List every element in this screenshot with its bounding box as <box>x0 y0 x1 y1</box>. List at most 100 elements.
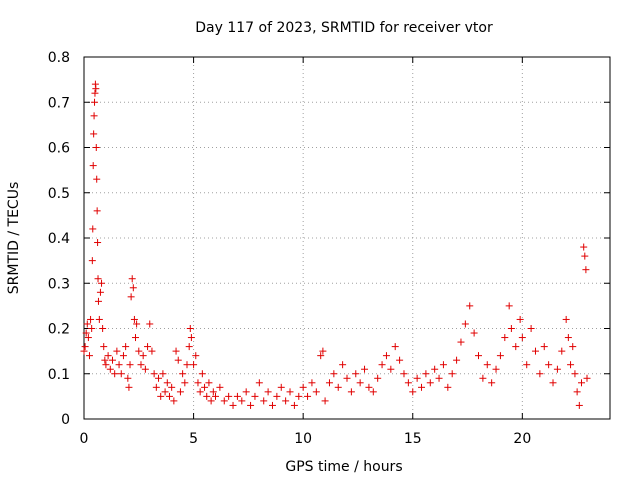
data-point <box>238 397 246 405</box>
data-point <box>321 397 329 405</box>
data-point <box>564 334 572 342</box>
data-point <box>170 397 178 405</box>
data-point <box>527 325 535 332</box>
data-point <box>174 356 182 364</box>
data-point <box>457 338 465 346</box>
data-point <box>439 361 447 369</box>
data-point <box>185 343 193 351</box>
data-point <box>295 392 303 400</box>
data-point <box>567 361 575 369</box>
data-point <box>531 347 539 355</box>
data-point <box>264 388 272 396</box>
data-point <box>453 356 461 364</box>
data-point <box>207 397 215 405</box>
data-point <box>128 275 136 283</box>
data-point <box>85 352 93 360</box>
data-point <box>125 383 133 391</box>
data-point <box>111 370 119 378</box>
data-point <box>82 329 90 337</box>
data-point <box>413 374 421 382</box>
data-point <box>299 383 307 391</box>
data-point <box>186 325 194 332</box>
data-point <box>479 374 487 382</box>
data-point <box>339 361 347 369</box>
data-point <box>212 392 219 400</box>
data-point <box>404 379 412 387</box>
data-point <box>286 388 294 396</box>
data-point <box>575 401 583 409</box>
y-tick-label: 0.1 <box>48 367 70 383</box>
y-tick-label: 0.2 <box>48 322 70 338</box>
data-point <box>255 379 263 387</box>
data-point <box>369 388 377 396</box>
data-point <box>431 365 439 373</box>
data-point <box>94 275 102 283</box>
data-point <box>435 374 443 382</box>
data-point <box>573 388 581 396</box>
data-point <box>220 397 228 405</box>
x-tick-label: 15 <box>404 431 422 447</box>
data-point <box>334 383 342 391</box>
data-point <box>216 383 224 391</box>
data-point <box>409 388 417 396</box>
data-point <box>163 379 171 387</box>
data-point <box>159 370 167 378</box>
data-point <box>475 352 482 360</box>
data-point <box>194 379 202 387</box>
data-point <box>104 352 112 360</box>
data-point <box>466 302 474 310</box>
data-point <box>571 370 579 378</box>
data-point <box>536 370 544 378</box>
data-point <box>183 361 191 369</box>
data-point <box>161 388 169 396</box>
data-point <box>102 361 110 369</box>
x-tick-label: 20 <box>513 431 531 447</box>
data-point <box>347 388 355 396</box>
data-point <box>198 370 206 378</box>
data-point <box>98 279 106 287</box>
data-point <box>562 315 570 323</box>
data-point <box>96 288 104 296</box>
data-point <box>308 379 316 387</box>
data-point <box>523 361 531 369</box>
data-point <box>304 392 312 400</box>
data-point <box>108 356 116 364</box>
data-point <box>119 352 127 360</box>
data-point <box>581 252 589 260</box>
data-point <box>124 374 132 382</box>
data-point <box>141 365 149 373</box>
data-point <box>352 370 360 378</box>
data-point <box>501 334 509 342</box>
data-point <box>87 315 95 323</box>
data-point <box>132 334 140 342</box>
data-point <box>507 325 515 332</box>
data-point <box>470 329 478 337</box>
data-point <box>580 243 588 251</box>
data-point <box>88 257 96 265</box>
data-point <box>578 379 586 387</box>
data-point <box>89 225 97 233</box>
data-point <box>181 379 189 387</box>
data-point <box>100 343 108 351</box>
data-point <box>115 361 123 369</box>
y-tick-label: 0.4 <box>48 231 70 247</box>
data-point <box>150 370 158 378</box>
data-point <box>391 343 399 351</box>
data-point <box>139 352 147 360</box>
y-tick-label: 0.3 <box>48 276 70 292</box>
y-tick-label: 0.8 <box>48 50 70 66</box>
data-point <box>516 315 524 323</box>
data-point <box>92 85 100 93</box>
data-point <box>81 343 89 351</box>
data-point <box>553 365 561 373</box>
data-point <box>165 392 173 400</box>
data-point <box>152 383 160 391</box>
data-point <box>135 347 143 355</box>
y-tick-label: 0 <box>61 412 70 428</box>
data-point <box>400 370 408 378</box>
chart-title: Day 117 of 2023, SRMTID for receiver vto… <box>195 20 493 36</box>
data-point <box>201 383 209 391</box>
data-point <box>95 315 103 323</box>
data-point <box>127 293 135 301</box>
